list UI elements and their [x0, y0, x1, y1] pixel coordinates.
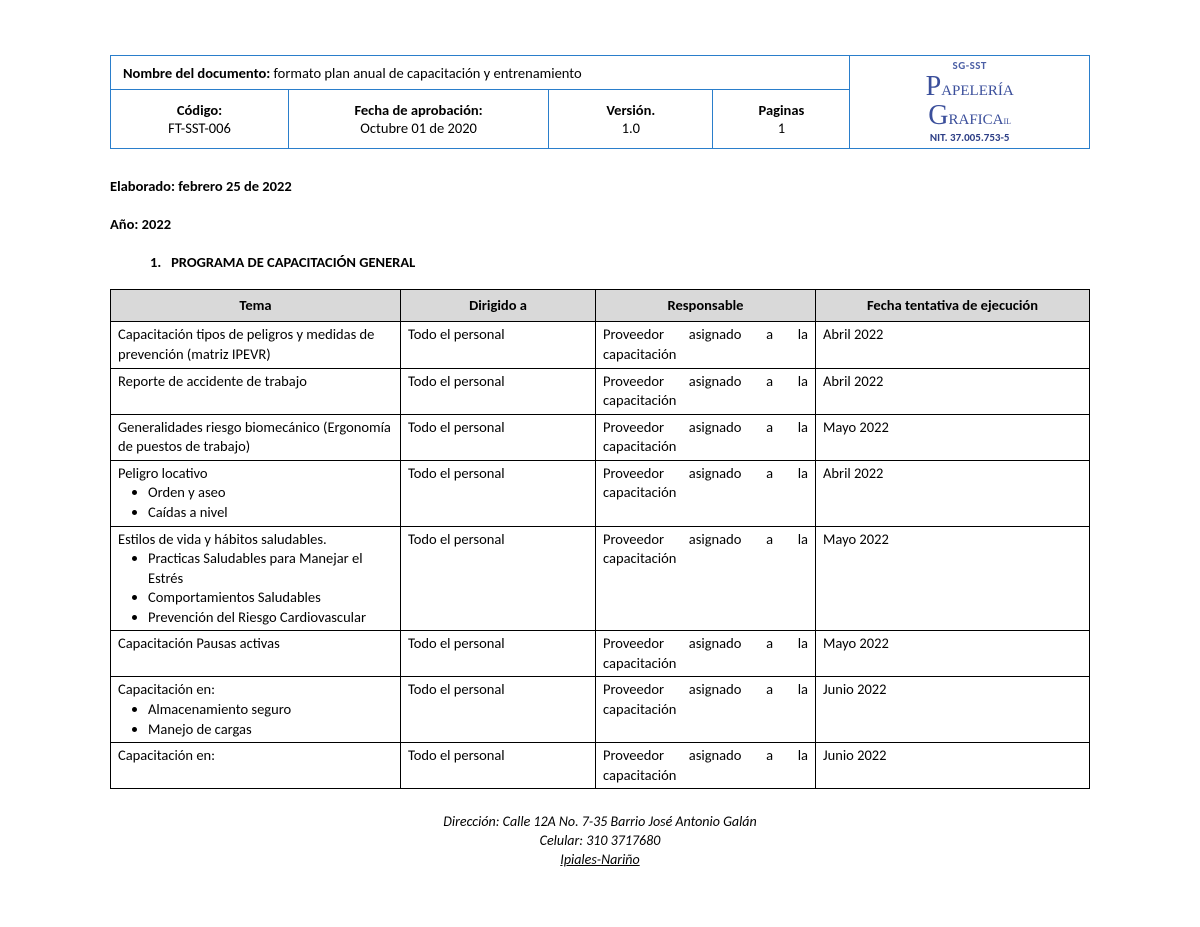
- cell-tema: Capacitación en:: [111, 743, 401, 789]
- col-fecha: Fecha tentativa de ejecución: [816, 289, 1090, 322]
- cell-fecha: Abril 2022: [816, 368, 1090, 414]
- bullet-item: Manejo de cargas: [148, 720, 393, 740]
- cell-responsable: Proveedor asignado a la capacitación: [596, 322, 816, 368]
- bullet-item: Orden y aseo: [148, 483, 393, 503]
- code-cell: Código: FT-SST-006: [111, 90, 289, 149]
- bullet-item: Prevención del Riesgo Cardiovascular: [148, 608, 393, 628]
- table-row: Reporte de accidente de trabajoTodo el p…: [111, 368, 1090, 414]
- cell-responsable: Proveedor asignado a la capacitación: [596, 526, 816, 631]
- section-title: 1. PROGRAMA DE CAPACITACIÓN GENERAL: [150, 253, 1090, 271]
- footer-address: Dirección: Calle 12A No. 7-35 Barrio Jos…: [110, 813, 1090, 832]
- document-header-table: Nombre del documento: formato plan anual…: [110, 55, 1090, 149]
- logo-nit: NIT. 37.005.753-5: [852, 132, 1087, 144]
- logo-line1: Papelería: [852, 72, 1087, 101]
- cell-fecha: Mayo 2022: [816, 526, 1090, 631]
- bullet-item: Caídas a nivel: [148, 503, 393, 523]
- cell-fecha: Junio 2022: [816, 743, 1090, 789]
- cell-responsable: Proveedor asignado a la capacitación: [596, 677, 816, 743]
- cell-responsable: Proveedor asignado a la capacitación: [596, 631, 816, 677]
- bullet-item: Almacenamiento seguro: [148, 700, 393, 720]
- logo-cell: SG-SST Papelería Graficail NIT. 37.005.7…: [850, 56, 1090, 149]
- footer-phone: Celular: 310 3717680: [110, 832, 1090, 851]
- page-footer: Dirección: Calle 12A No. 7-35 Barrio Jos…: [110, 813, 1090, 870]
- cell-fecha: Abril 2022: [816, 460, 1090, 526]
- page: Nombre del documento: formato plan anual…: [0, 0, 1200, 890]
- cell-dirigido: Todo el personal: [401, 322, 596, 368]
- logo-line2: Graficail: [852, 101, 1087, 130]
- table-row: Estilos de vida y hábitos saludables.Pra…: [111, 526, 1090, 631]
- cell-fecha: Junio 2022: [816, 677, 1090, 743]
- cell-fecha: Mayo 2022: [816, 631, 1090, 677]
- cell-tema: Generalidades riesgo biomecánico (Ergono…: [111, 414, 401, 460]
- cell-responsable: Proveedor asignado a la capacitación: [596, 414, 816, 460]
- cell-tema: Peligro locativoOrden y aseoCaídas a niv…: [111, 460, 401, 526]
- doc-title-cell: Nombre del documento: formato plan anual…: [111, 56, 850, 90]
- cell-dirigido: Todo el personal: [401, 677, 596, 743]
- logo-sg: SG-SST: [852, 60, 1087, 72]
- cell-dirigido: Todo el personal: [401, 743, 596, 789]
- cell-responsable: Proveedor asignado a la capacitación: [596, 460, 816, 526]
- elaborado-line: Elaborado: febrero 25 de 2022: [110, 177, 1090, 195]
- cell-fecha: Mayo 2022: [816, 414, 1090, 460]
- training-program-table: Tema Dirigido a Responsable Fecha tentat…: [110, 289, 1090, 789]
- col-dirigido: Dirigido a: [401, 289, 596, 322]
- doc-title-value: formato plan anual de capacitación y ent…: [274, 64, 582, 82]
- col-responsable: Responsable: [596, 289, 816, 322]
- anio-line: Año: 2022: [110, 215, 1090, 233]
- cell-tema: Reporte de accidente de trabajo: [111, 368, 401, 414]
- bullet-item: Comportamientos Saludables: [148, 588, 393, 608]
- col-tema: Tema: [111, 289, 401, 322]
- table-row: Capacitación tipos de peligros y medidas…: [111, 322, 1090, 368]
- cell-dirigido: Todo el personal: [401, 631, 596, 677]
- cell-dirigido: Todo el personal: [401, 368, 596, 414]
- table-row: Peligro locativoOrden y aseoCaídas a niv…: [111, 460, 1090, 526]
- bullet-item: Practicas Saludables para Manejar el Est…: [148, 549, 393, 588]
- approval-cell: Fecha de aprobación: Octubre 01 de 2020: [289, 90, 549, 149]
- doc-title-label: Nombre del documento:: [123, 64, 270, 82]
- table-header-row: Tema Dirigido a Responsable Fecha tentat…: [111, 289, 1090, 322]
- table-row: Capacitación en:Todo el personalProveedo…: [111, 743, 1090, 789]
- cell-dirigido: Todo el personal: [401, 414, 596, 460]
- cell-responsable: Proveedor asignado a la capacitación: [596, 368, 816, 414]
- cell-tema: Capacitación Pausas activas: [111, 631, 401, 677]
- table-row: Generalidades riesgo biomecánico (Ergono…: [111, 414, 1090, 460]
- cell-dirigido: Todo el personal: [401, 526, 596, 631]
- cell-responsable: Proveedor asignado a la capacitación: [596, 743, 816, 789]
- footer-location: Ipiales-Nariño: [110, 851, 1090, 870]
- table-row: Capacitación Pausas activasTodo el perso…: [111, 631, 1090, 677]
- cell-tema: Capacitación en:Almacenamiento seguroMan…: [111, 677, 401, 743]
- cell-tema: Capacitación tipos de peligros y medidas…: [111, 322, 401, 368]
- pages-cell: Paginas 1: [713, 90, 850, 149]
- cell-fecha: Abril 2022: [816, 322, 1090, 368]
- version-cell: Versión. 1.0: [549, 90, 713, 149]
- cell-tema: Estilos de vida y hábitos saludables.Pra…: [111, 526, 401, 631]
- table-row: Capacitación en:Almacenamiento seguroMan…: [111, 677, 1090, 743]
- cell-dirigido: Todo el personal: [401, 460, 596, 526]
